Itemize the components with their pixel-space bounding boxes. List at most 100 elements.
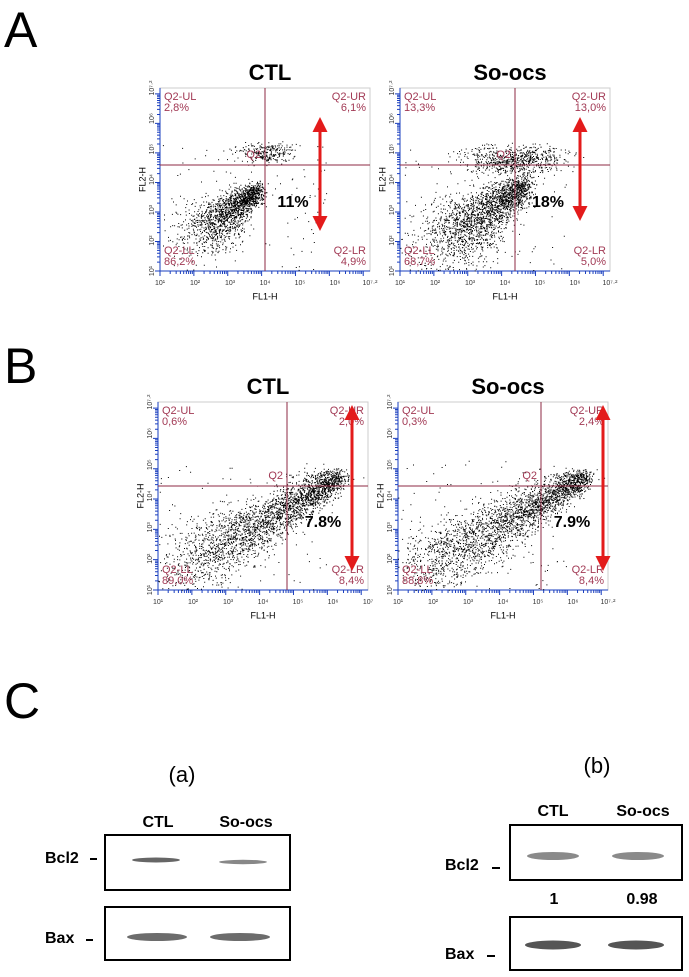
quadrant-percent: 2,8%: [164, 102, 189, 114]
ratio: 0.98: [626, 891, 657, 908]
percent-annotation: 7.9%: [554, 514, 590, 531]
x-tick-label: 10⁴: [258, 599, 269, 606]
percent-annotation: 7.8%: [305, 514, 341, 531]
x-tick-label: 10⁷·²: [363, 280, 379, 287]
x-tick-label: 10⁶: [330, 280, 341, 287]
quadrant-name: Q2-LL: [404, 245, 435, 257]
y-tick-label: 10⁴: [389, 174, 396, 185]
quadrant-percent: 8,4%: [339, 575, 364, 587]
x-tick-label: 10¹: [393, 599, 404, 606]
quadrant-name: Q2-UL: [162, 405, 194, 417]
x-tick-label: 10³: [225, 280, 236, 287]
y-tick-label: 10³: [387, 522, 394, 533]
scatter-dots: [398, 460, 606, 591]
axis: [393, 402, 608, 595]
quadrant-name: Q2-UL: [164, 91, 196, 103]
x-tick-label: 10¹: [395, 280, 406, 287]
quadrant-name: Q2-UR: [570, 405, 604, 417]
y-tick-label: 10²: [149, 235, 156, 246]
lane-label: CTL: [142, 814, 173, 831]
blot-box: [104, 906, 291, 961]
x-axis-label: FL1-H: [490, 610, 515, 620]
x-axis-label: FL1-H: [492, 291, 517, 301]
panel-letter: B: [4, 338, 37, 394]
x-tick-label: 10⁷·²: [601, 599, 617, 606]
y-axis-label: FL2-H: [377, 167, 387, 192]
x-tick-label: 10⁴: [260, 280, 271, 287]
x-tick-label: 10²: [190, 280, 201, 287]
quadrant-name: Q2-UL: [402, 405, 434, 417]
plot-frame: [157, 401, 369, 591]
quadrant-percent: 2,4%: [579, 416, 604, 428]
quadrant-center: Q2: [522, 470, 537, 482]
x-tick-label: 10³: [465, 280, 476, 287]
y-tick-label: 10⁵: [387, 459, 394, 470]
percent-annotation: 18%: [532, 194, 564, 211]
quadrant-name: Q2-LR: [334, 245, 366, 257]
y-tick-label: 10¹: [147, 584, 154, 595]
quadrant-percent: 4,9%: [341, 256, 366, 268]
x-tick-label: 10²: [430, 280, 441, 287]
y-tick-label: 10³: [147, 522, 154, 533]
x-axis-label: FL1-H: [250, 610, 275, 620]
y-tick-label: 10⁶: [147, 428, 154, 439]
quadrant-percent: 68,7%: [404, 256, 435, 268]
blot-box: [509, 824, 683, 881]
plot-title: CTL: [249, 60, 292, 85]
quadrant-percent: 86,2%: [164, 256, 195, 268]
x-tick-label: 10⁷·²: [603, 280, 619, 287]
x-axis-label: FL1-H: [252, 291, 277, 301]
x-tick-label: 10⁴: [498, 599, 509, 606]
y-tick-label: 10⁶: [149, 113, 156, 124]
x-tick-label: 10²: [428, 599, 439, 606]
x-tick-label: 10²: [188, 599, 199, 606]
y-tick-label: 10³: [149, 204, 156, 215]
y-tick-label: 10⁶: [389, 113, 396, 124]
quadrant-center: Q2: [268, 470, 283, 482]
y-tick-label: 10¹: [389, 265, 396, 276]
band: [608, 940, 664, 950]
y-tick-label: 10⁵: [389, 144, 396, 155]
quadrant-percent: 13,3%: [404, 102, 435, 114]
plot-title: So-ocs: [471, 374, 544, 399]
y-tick-label: 10⁷·²: [147, 394, 154, 410]
lane-label: So-ocs: [616, 803, 669, 820]
scatter-dots: [400, 142, 585, 272]
y-tick-label: 10¹: [387, 584, 394, 595]
x-tick-label: 10⁶: [328, 599, 339, 606]
y-tick-label: 10⁷·²: [389, 80, 396, 96]
lane-label: CTL: [537, 803, 568, 820]
y-axis-label: FL2-H: [137, 167, 147, 192]
quadrant-center: Q2: [246, 149, 261, 161]
quadrant-percent: 8,4%: [579, 575, 604, 587]
x-tick-label: 10⁵: [295, 280, 306, 287]
band: [219, 859, 267, 865]
x-tick-label: 10⁵: [535, 280, 546, 287]
quadrant-percent: 89,0%: [162, 575, 193, 587]
y-tick-label: 10²: [147, 553, 154, 564]
quadrant-percent: 13,0%: [575, 102, 606, 114]
x-tick-label: 10⁷: [363, 599, 374, 606]
row-label: Bcl2: [445, 857, 479, 874]
plot-frame: [397, 401, 609, 591]
y-tick-label: 10⁵: [147, 459, 154, 470]
axis: [153, 402, 368, 595]
quadrant-center: Q2: [496, 149, 511, 161]
y-tick-label: 10⁴: [147, 491, 154, 502]
band: [132, 857, 180, 863]
y-tick-label: 10²: [389, 235, 396, 246]
panel-letter: A: [4, 2, 38, 58]
lane-label: So-ocs: [219, 814, 272, 831]
axis: [155, 88, 370, 276]
blot-label: (a): [169, 762, 196, 787]
quadrant-name: Q2-LL: [164, 245, 195, 257]
x-tick-label: 10⁶: [570, 280, 581, 287]
y-axis-label: FL2-H: [375, 483, 385, 508]
y-tick-label: 10⁷·²: [387, 394, 394, 410]
y-axis-label: FL2-H: [135, 483, 145, 508]
x-tick-label: 10⁴: [500, 280, 511, 287]
x-tick-label: 10⁵: [293, 599, 304, 606]
y-tick-label: 10²: [387, 553, 394, 564]
row-label: Bax: [45, 930, 74, 947]
